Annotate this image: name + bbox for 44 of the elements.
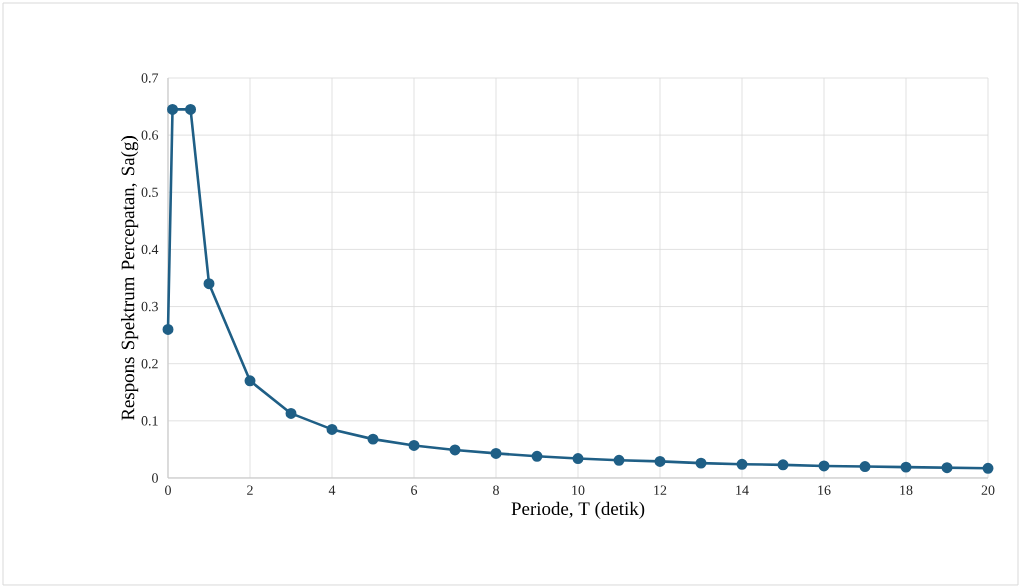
point xyxy=(285,407,297,419)
point xyxy=(367,433,379,445)
x-axis-title: Periode, T (detik) xyxy=(511,501,645,519)
point xyxy=(777,459,789,471)
x-tick-label: 10 xyxy=(572,485,585,495)
point xyxy=(982,462,994,474)
point xyxy=(736,458,748,470)
point xyxy=(167,103,178,115)
x-tick-label: 18 xyxy=(900,485,913,495)
point xyxy=(531,450,543,462)
point xyxy=(326,423,338,435)
x-tick-label: 16 xyxy=(818,485,831,495)
point xyxy=(613,454,625,466)
x-tick-label: 20 xyxy=(981,485,995,495)
x-tick-label: 4 xyxy=(328,485,336,495)
y-tick-label: 0.7 xyxy=(141,73,159,83)
x-tick-label: 12 xyxy=(654,485,667,495)
point xyxy=(654,455,666,467)
point xyxy=(185,103,197,115)
point xyxy=(408,439,420,451)
point xyxy=(162,323,174,335)
point xyxy=(695,457,707,469)
y-tick-label: 0 xyxy=(152,473,158,483)
y-tick-label: 0.4 xyxy=(141,244,159,255)
y-tick-label: 0.6 xyxy=(141,130,159,140)
point xyxy=(818,460,830,472)
y-axis-title: Respons Spektrum Percepatan, Sa(g) xyxy=(121,136,139,421)
x-tick-label: 14 xyxy=(736,485,749,495)
y-tick-label: 0.5 xyxy=(141,187,158,198)
x-tick-label: 0 xyxy=(165,485,171,495)
point xyxy=(244,375,256,387)
point xyxy=(572,453,584,465)
y-tick-label: 0.2 xyxy=(141,358,158,369)
point xyxy=(449,444,461,456)
point xyxy=(900,461,912,473)
point xyxy=(203,278,215,290)
point xyxy=(941,462,953,474)
x-tick-label: 8 xyxy=(493,485,499,495)
x-tick-label: 2 xyxy=(247,485,253,495)
x-tick-label: 6 xyxy=(411,485,418,495)
y-tick-label: 0.1 xyxy=(141,416,158,426)
y-tick-label: 0.3 xyxy=(141,301,158,312)
point xyxy=(490,447,502,459)
point xyxy=(859,461,871,473)
